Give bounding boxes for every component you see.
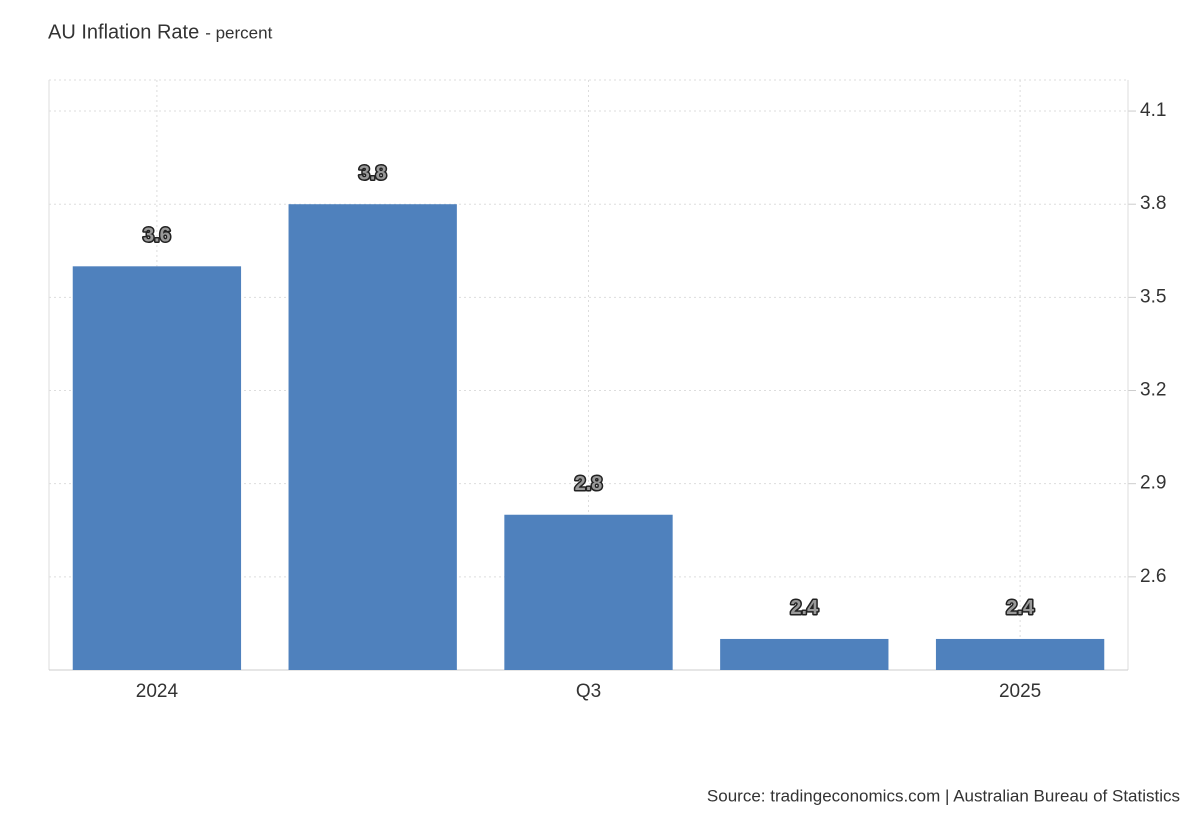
y-tick-label: 2.6 xyxy=(1140,566,1166,587)
y-tick-label: 4.1 xyxy=(1140,100,1166,121)
bar xyxy=(935,638,1105,670)
bar xyxy=(504,514,673,670)
bar xyxy=(288,204,457,671)
x-tick-label: 2024 xyxy=(136,681,179,702)
y-tick-label: 3.2 xyxy=(1140,380,1166,401)
chart-title: AU Inflation Rate xyxy=(48,21,199,43)
bar xyxy=(72,266,242,670)
chart-subtitle: - percent xyxy=(205,23,272,42)
data-label: 3.6 xyxy=(143,225,171,247)
y-tick-label: 2.9 xyxy=(1140,473,1166,494)
y-tick-label: 3.5 xyxy=(1140,286,1166,307)
data-label: 2.8 xyxy=(575,473,603,495)
data-label: 3.8 xyxy=(359,162,387,184)
x-tick-label: Q3 xyxy=(576,681,601,702)
y-tick-label: 3.8 xyxy=(1140,193,1166,214)
data-label: 2.4 xyxy=(1006,597,1035,619)
bar xyxy=(720,638,889,670)
data-label: 2.4 xyxy=(790,597,819,619)
source: Source: tradingeconomics.com | Australia… xyxy=(707,786,1180,805)
x-tick-label: 2025 xyxy=(999,681,1041,702)
